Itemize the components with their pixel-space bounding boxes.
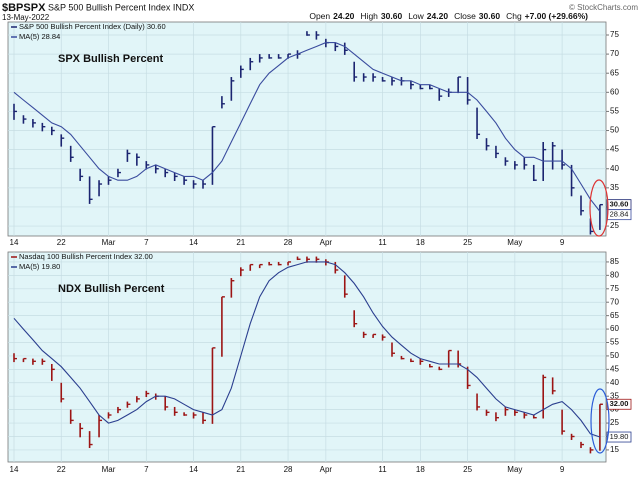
date: 13-May-2022 <box>2 13 50 22</box>
y-tick-label: 40 <box>610 164 619 173</box>
quote-value: 30.60 <box>381 11 403 21</box>
y-tick-label: 50 <box>610 126 619 135</box>
x-tick-label: 11 <box>378 238 387 247</box>
x-tick-label: 22 <box>57 465 66 474</box>
quote-value: 24.20 <box>427 11 449 21</box>
y-tick-label: 55 <box>610 107 619 116</box>
y-tick-label: 45 <box>610 145 619 154</box>
credit: © StockCharts.com <box>569 3 638 12</box>
value-tag-label: 28.84 <box>610 210 629 219</box>
plot-area <box>7 251 607 463</box>
x-tick-label: 7 <box>144 238 149 247</box>
x-tick-label: 11 <box>378 465 387 474</box>
x-tick-label: Mar <box>102 238 116 247</box>
legend-label: MA(5) 28.84 <box>19 32 60 41</box>
ma-line <box>13 42 601 212</box>
y-tick-label: 55 <box>610 338 619 347</box>
x-tick-label: 9 <box>560 238 565 247</box>
quote-label: Chg <box>506 11 522 21</box>
x-tick-label: 9 <box>560 465 565 474</box>
x-tick-label: Apr <box>320 465 333 474</box>
value-tag-label: 32.00 <box>610 399 629 408</box>
x-tick-label: Apr <box>320 238 333 247</box>
y-tick-label: 25 <box>610 221 619 230</box>
value-tag-label: 30.60 <box>610 200 629 209</box>
quote: Open 24.20 High 30.60 Low 24.20 Close 30.60 Chg +… <box>309 11 588 21</box>
legend-label: MA(5) 19.80 <box>19 262 60 271</box>
y-tick-label: 65 <box>610 68 619 77</box>
y-tick-label: 85 <box>610 257 619 266</box>
x-tick-label: May <box>507 238 522 247</box>
y-tick-label: 35 <box>610 183 619 192</box>
y-tick-label: 45 <box>610 364 619 373</box>
y-tick-label: 60 <box>610 87 619 96</box>
x-tick-label: 21 <box>236 238 245 247</box>
value-tag <box>606 431 632 443</box>
y-tick-label: 75 <box>610 30 619 39</box>
plot-area <box>7 21 607 237</box>
symbol: $BPSPX <box>2 2 46 14</box>
x-tick-label: 14 <box>10 238 19 247</box>
y-tick-label: 80 <box>610 270 619 279</box>
x-tick-label: 18 <box>416 238 425 247</box>
x-tick-label: May <box>507 465 522 474</box>
x-tick-label: 18 <box>416 465 425 474</box>
y-tick-label: 60 <box>610 324 619 333</box>
quote-value: +7.00 (+29.66%) <box>525 11 588 21</box>
annotation: SPX Bullish Percent <box>58 53 163 65</box>
x-tick-label: 22 <box>57 238 66 247</box>
quote-label: High <box>360 11 378 21</box>
y-tick-label: 50 <box>610 351 619 360</box>
y-tick-label: 75 <box>610 284 619 293</box>
legend-label: Nasdaq 100 Bullish Percent Index 32.00 <box>19 252 153 261</box>
y-tick-label: 65 <box>610 311 619 320</box>
highlight-ellipse <box>589 179 609 237</box>
quote-label: Open <box>309 11 330 21</box>
y-tick-label: 40 <box>610 378 619 387</box>
annotation: NDX Bullish Percent <box>58 283 165 295</box>
x-tick-label: 28 <box>284 465 293 474</box>
x-tick-label: 14 <box>189 465 198 474</box>
x-tick-label: 7 <box>144 465 149 474</box>
legend-label: S&P 500 Bullish Percent Index (Daily) 30… <box>19 22 166 31</box>
value-tag <box>606 209 632 221</box>
quote-value: 24.20 <box>333 11 355 21</box>
value-tag <box>606 398 632 410</box>
x-tick-label: 21 <box>236 465 245 474</box>
y-tick-label: 70 <box>610 297 619 306</box>
x-tick-label: 14 <box>189 238 198 247</box>
y-tick-label: 70 <box>610 49 619 58</box>
quote-label: Low <box>408 11 424 21</box>
x-tick-label: Mar <box>102 465 116 474</box>
y-tick-label: 35 <box>610 391 619 400</box>
y-tick-label: 25 <box>610 418 619 427</box>
x-tick-label: 28 <box>284 238 293 247</box>
description: S&P 500 Bullish Percent Index INDX <box>48 2 194 12</box>
x-tick-label: 25 <box>463 238 472 247</box>
x-tick-label: 25 <box>463 465 472 474</box>
ma-line <box>13 261 601 438</box>
quote-label: Close <box>454 11 476 21</box>
y-tick-label: 15 <box>610 445 619 454</box>
quote-value: 30.60 <box>479 11 501 21</box>
highlight-ellipse <box>590 388 610 454</box>
x-tick-label: 14 <box>10 465 19 474</box>
value-tag-label: 19.80 <box>610 432 629 441</box>
